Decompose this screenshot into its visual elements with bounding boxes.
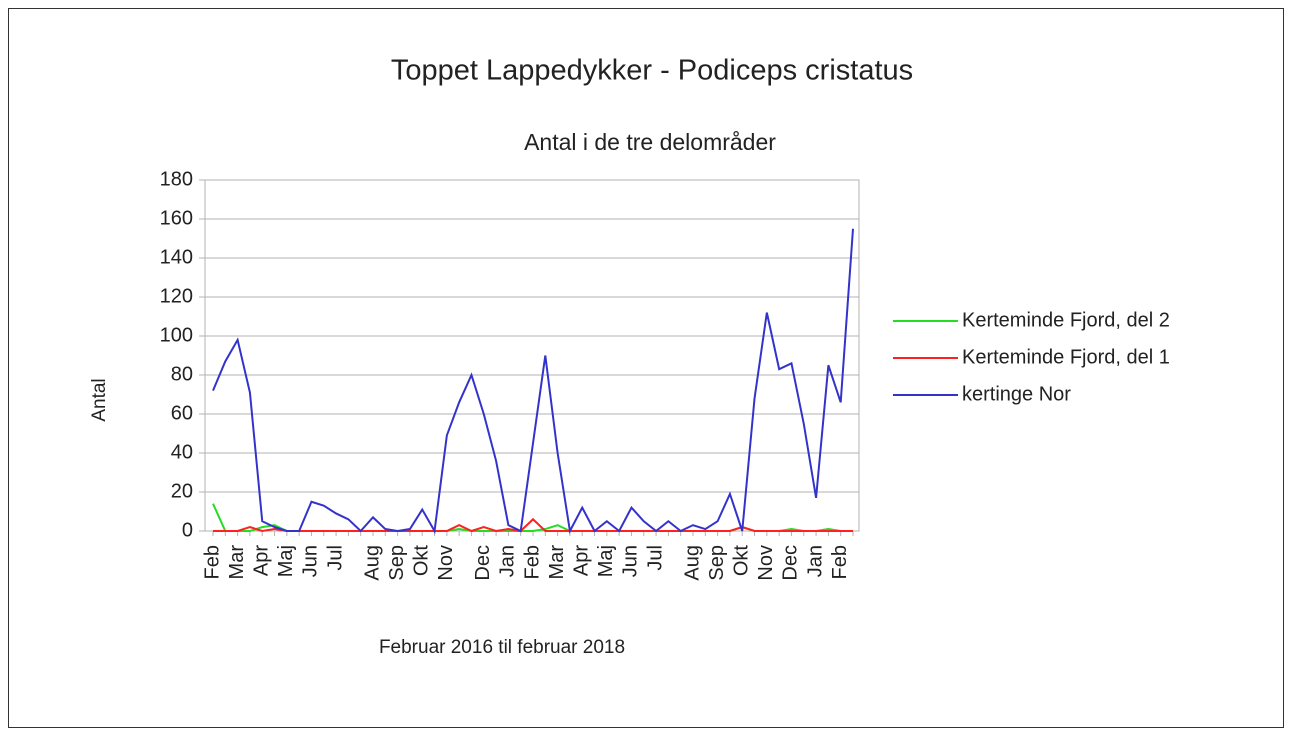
x-axis-label: Februar 2016 til februar 2018 [379, 637, 625, 658]
y-tick-label: 120 [160, 285, 193, 307]
legend-label: kertinge Nor [962, 383, 1071, 405]
chart-title: Toppet Lappedykker - Podiceps cristatus [391, 55, 913, 87]
y-axis-label: Antal [89, 378, 110, 421]
x-tick-label: Sep [386, 545, 408, 581]
y-tick-label: 20 [171, 480, 193, 502]
x-tick-label: Nov [755, 545, 777, 581]
x-tick-label: Feb [829, 545, 851, 579]
legend-label: Kerteminde Fjord, del 2 [962, 309, 1170, 331]
y-tick-label: 0 [182, 519, 193, 541]
x-tick-label: Jan [804, 545, 826, 577]
x-tick-label: Apr [571, 545, 593, 576]
x-tick-label: Mar [546, 545, 568, 580]
x-tick-label: Sep [706, 545, 728, 581]
x-tick-label: Aug [681, 545, 703, 581]
x-tick-label: Okt [411, 545, 433, 577]
x-tick-label: Dec [472, 545, 494, 581]
legend-label: Kerteminde Fjord, del 1 [962, 346, 1170, 368]
x-tick-label: Jun [300, 545, 322, 577]
x-tick-label: Dec [780, 545, 802, 581]
y-tick-label: 100 [160, 324, 193, 346]
frame [8, 8, 1284, 728]
y-tick-label: 140 [160, 246, 193, 268]
x-tick-label: Jun [620, 545, 642, 577]
y-tick-label: 60 [171, 402, 193, 424]
x-tick-label: Nov [435, 545, 457, 581]
x-tick-label: Feb [201, 545, 223, 579]
x-tick-label: Mar [226, 545, 248, 580]
x-tick-label: Maj [275, 545, 297, 577]
series-line [213, 517, 853, 533]
y-tick-label: 180 [160, 168, 193, 190]
x-tick-label: Aug [361, 545, 383, 581]
y-tick-label: 160 [160, 207, 193, 229]
x-tick-label: Apr [251, 545, 273, 576]
x-tick-label: Jul [644, 545, 666, 571]
y-tick-label: 80 [171, 363, 193, 385]
x-tick-label: Feb [521, 545, 543, 579]
chart-subtitle: Antal i de tre delområder [524, 129, 776, 155]
x-tick-label: Jul [324, 545, 346, 571]
x-tick-label: Jan [497, 545, 519, 577]
x-tick-label: Okt [731, 545, 753, 577]
y-tick-label: 40 [171, 441, 193, 463]
x-tick-label: Maj [595, 545, 617, 577]
series-line [212, 228, 854, 535]
